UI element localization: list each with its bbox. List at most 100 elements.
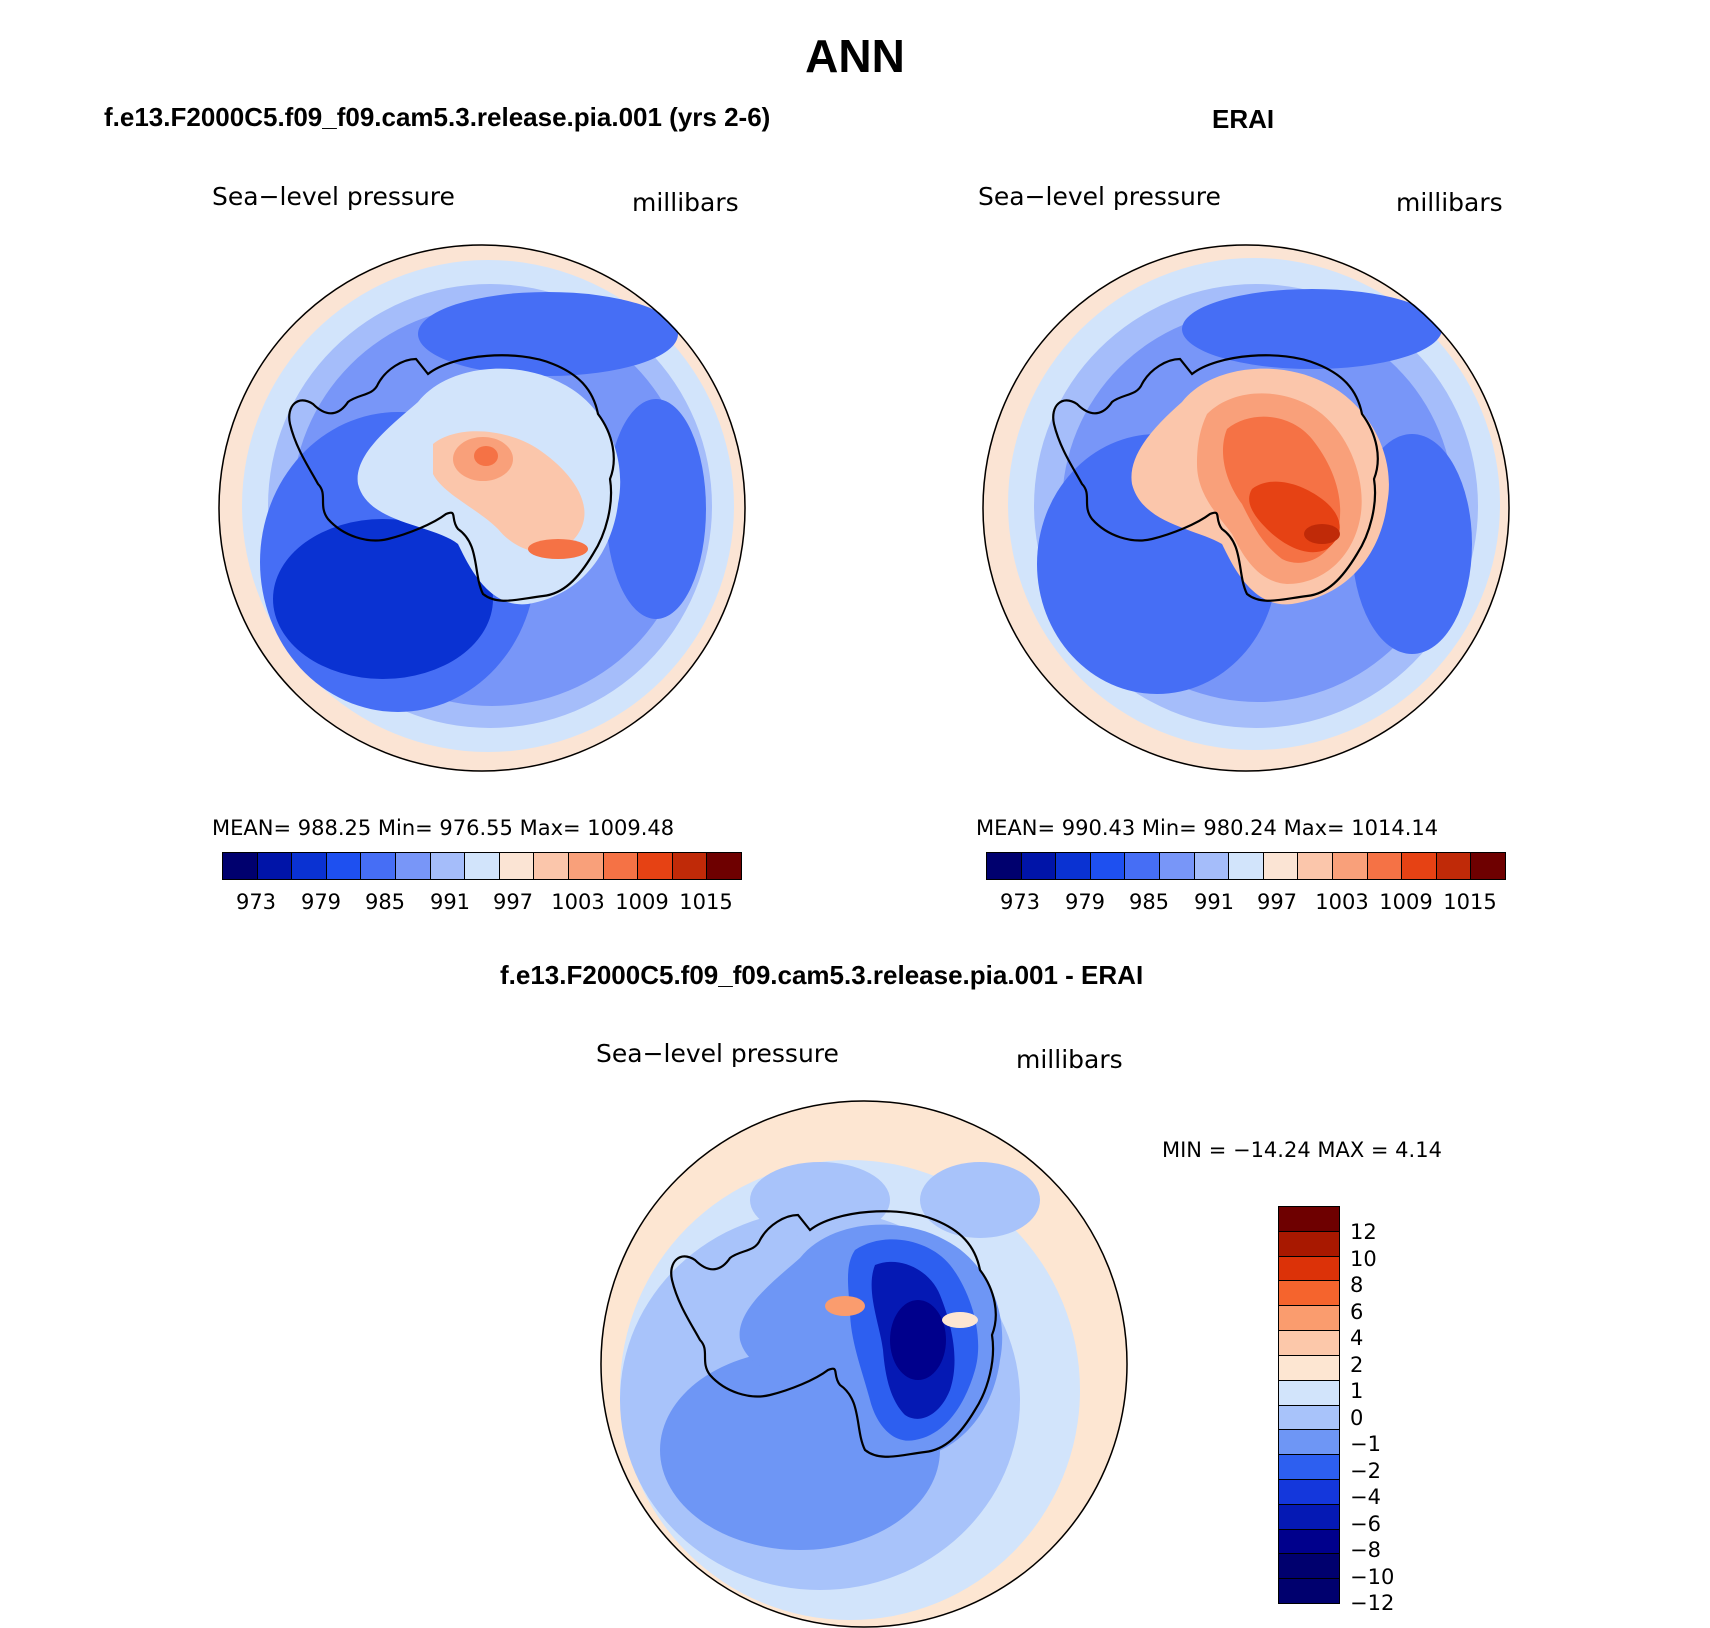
colorbar-swatch [1194,853,1230,879]
colorbar-tick: 973 [235,890,277,914]
colorbar-swatch [1279,1479,1339,1505]
diff-low-max [890,1300,946,1380]
colorbar-swatch [1279,1231,1339,1257]
diff-colorbar-tick: −12 [1350,1591,1395,1615]
model-panel-title: f.e13.F2000C5.f09_f09.cam5.3.release.pia… [104,102,771,132]
colorbar-swatch [1332,853,1368,879]
colorbar-tick: 997 [1256,890,1298,914]
model-variable-label: Sea−level pressure [212,182,455,211]
model-high-core-3 [474,446,498,466]
colorbar-swatch [1279,1579,1339,1603]
colorbar-swatch [1279,1380,1339,1406]
colorbar-swatch [672,853,708,879]
diff-positive-anomaly [825,1296,865,1316]
colorbar-tick: 985 [364,890,406,914]
colorbar-swatch [1279,1207,1339,1232]
diff-near-zero-anomaly [942,1312,978,1328]
colorbar-swatch [1263,853,1299,879]
colorbar-swatch [1279,1405,1339,1431]
colorbar-swatch [1279,1306,1339,1332]
colorbar-swatch [1367,853,1403,879]
diff-polar-map [600,1100,1128,1628]
colorbar-tick: 985 [1128,890,1170,914]
obs-variable-label: Sea−level pressure [978,182,1221,211]
colorbar-swatch [1021,853,1057,879]
colorbar-swatch [1471,853,1505,879]
diff-colorbar-tick: −10 [1350,1565,1395,1589]
colorbar-swatch [1298,853,1333,879]
colorbar-swatch [1279,1256,1339,1282]
colorbar-swatch [1279,1504,1339,1530]
colorbar-swatch [1279,1529,1339,1555]
colorbar-swatch [395,853,431,879]
colorbar-tick: 979 [300,890,342,914]
colorbar-swatch [223,853,258,879]
colorbar-swatch [1279,1430,1339,1456]
diff-colorbar-tick: 12 [1350,1220,1377,1244]
colorbar-swatch [568,853,604,879]
colorbar-swatch [326,853,362,879]
obs-colorbar [986,852,1506,880]
colorbar-swatch [987,853,1022,879]
model-colorbar [222,852,742,880]
colorbar-tick: 1003 [551,890,605,914]
diff-low-north-2 [920,1162,1040,1238]
diff-colorbar-tick: 0 [1350,1406,1364,1430]
model-coastline [288,354,615,602]
colorbar-tick: 997 [492,890,534,914]
diff-colorbar-tick: 2 [1350,1353,1364,1377]
model-low-east [606,399,706,619]
model-low-north [418,292,678,376]
colorbar-swatch [1056,853,1091,879]
diff-colorbar-tick: 4 [1350,1326,1364,1350]
obs-high-max [1304,524,1340,544]
colorbar-tick: 1015 [679,890,733,914]
diff-coastline [670,1210,997,1458]
model-high-core-2 [528,539,588,559]
colorbar-swatch [1229,853,1264,879]
colorbar-swatch [707,853,741,879]
colorbar-swatch [292,853,327,879]
colorbar-tick: 1003 [1315,890,1369,914]
colorbar-tick: 973 [999,890,1041,914]
diff-panel-title: f.e13.F2000C5.f09_f09.cam5.3.release.pia… [500,960,1144,990]
diff-colorbar-tick: 1 [1350,1379,1364,1403]
colorbar-swatch [361,853,396,879]
colorbar-swatch [1436,853,1472,879]
obs-stats: MEAN= 990.43 Min= 980.24 Max= 1014.14 [976,816,1439,840]
model-polar-map [218,244,746,772]
model-units-label: millibars [632,188,739,217]
diff-units-label: millibars [1016,1045,1123,1074]
obs-units-label: millibars [1396,188,1503,217]
obs-coastline [1052,354,1379,602]
colorbar-tick: 1009 [1379,890,1433,914]
colorbar-swatch [257,853,293,879]
diff-colorbar-tick: −2 [1350,1459,1381,1483]
page-title: ANN [805,30,905,82]
colorbar-swatch [1279,1455,1339,1480]
diff-colorbar-tick: 6 [1350,1300,1364,1324]
colorbar-swatch [1279,1554,1339,1580]
diff-colorbar [1278,1206,1340,1604]
colorbar-swatch [1090,853,1126,879]
colorbar-tick: 1015 [1443,890,1497,914]
colorbar-swatch [1279,1281,1339,1307]
diff-stats: MIN = −14.24 MAX = 4.14 [1162,1138,1442,1162]
obs-polar-map [982,244,1510,772]
diff-colorbar-tick: −6 [1350,1512,1381,1536]
diff-low-north-1 [750,1162,890,1238]
colorbar-swatch [430,853,466,879]
colorbar-swatch [534,853,569,879]
model-low-west-core [273,519,493,679]
colorbar-swatch [1402,853,1437,879]
diff-variable-label: Sea−level pressure [596,1039,839,1068]
colorbar-swatch [1279,1331,1339,1356]
colorbar-swatch [1279,1355,1339,1381]
colorbar-swatch [1159,853,1195,879]
obs-low-north [1182,289,1442,369]
diff-colorbar-tick: −1 [1350,1432,1381,1456]
colorbar-tick: 991 [429,890,471,914]
diff-colorbar-tick: 8 [1350,1273,1364,1297]
colorbar-tick: 979 [1064,890,1106,914]
diff-colorbar-tick: −4 [1350,1485,1381,1509]
